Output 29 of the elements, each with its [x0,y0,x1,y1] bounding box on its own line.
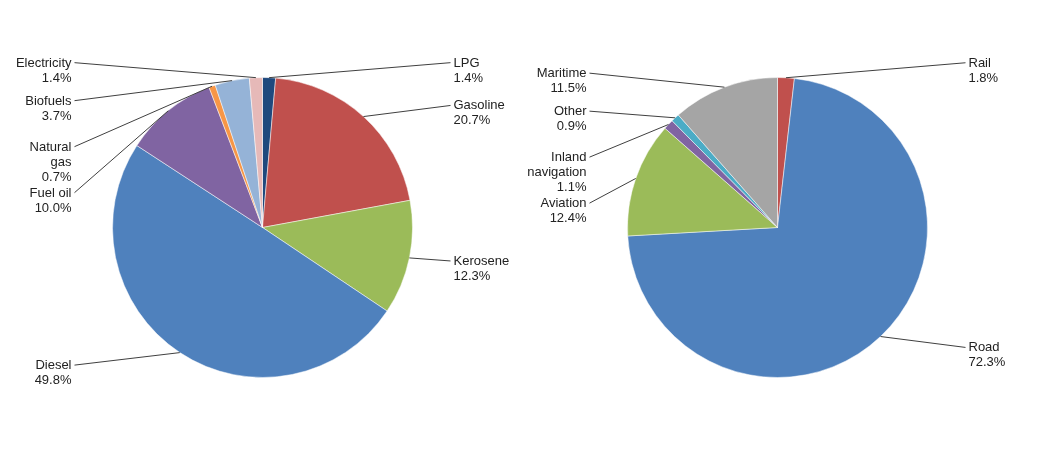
slice-label: Natural gas [29,138,72,169]
data-label: 1.4% [453,69,484,85]
slice-label: Other [553,103,588,119]
slice-label: Road [968,339,1000,355]
data-label: 72.3% [968,354,1006,370]
data-label: 1.1% [556,179,587,195]
slice-label: Aviation [540,195,587,211]
data-label: 12.4% [549,210,587,226]
data-label: 49.8% [34,372,72,388]
data-label: 0.7% [41,168,72,184]
slice-label: Kerosene [453,252,510,268]
slice-label: Maritime [536,65,587,81]
pie-slice [627,78,928,378]
slice-label: Electricity [15,54,72,70]
slice-label: Rail [968,54,992,70]
data-label: 1.4% [41,69,72,85]
slice-label: Inland navigation [527,149,587,180]
data-label: 12.3% [453,267,491,283]
slice-label: LPG [453,54,480,70]
data-label: 10.0% [34,199,72,215]
slice-label: Fuel oil [29,184,72,200]
slice-label: Diesel [35,357,72,373]
data-label: 3.7% [41,107,72,123]
data-label: 0.9% [556,118,587,134]
data-label: 1.8% [968,69,999,85]
slice-label: Gasoline [453,97,505,113]
data-label: 20.7% [453,112,491,128]
slice-label: Biofuels [25,92,72,108]
data-label: 11.5% [550,80,587,96]
